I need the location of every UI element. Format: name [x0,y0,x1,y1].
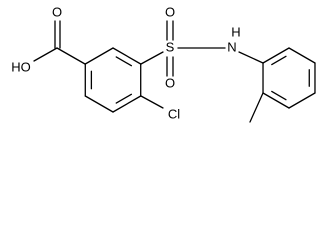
molecule-diagram: HO O S O O N H Cl [11,4,316,123]
bond [271,55,287,66]
atom-label: S [166,39,175,54]
atom-labels: HO O S O O N H Cl [11,4,240,121]
atom-label: H [231,24,240,39]
atom-label: N [227,39,236,54]
bond [115,56,133,67]
bond [288,92,316,109]
bond [262,92,290,109]
bonds [33,20,316,123]
atom-label: Cl [168,106,180,121]
bond [140,95,164,109]
bond [262,47,290,64]
bond [112,95,142,113]
atom-label: HO [11,59,31,74]
bond [238,51,264,64]
bond [115,93,133,104]
bond [112,47,142,65]
atom-label: O [52,4,62,19]
bond [33,47,58,62]
bond [271,90,287,101]
bond [84,95,114,113]
atom-label: O [165,75,175,90]
atom-label: O [165,4,175,19]
bond [56,47,86,65]
bond [84,47,114,65]
bond [140,51,164,65]
bond [288,47,316,64]
bond [249,92,264,123]
